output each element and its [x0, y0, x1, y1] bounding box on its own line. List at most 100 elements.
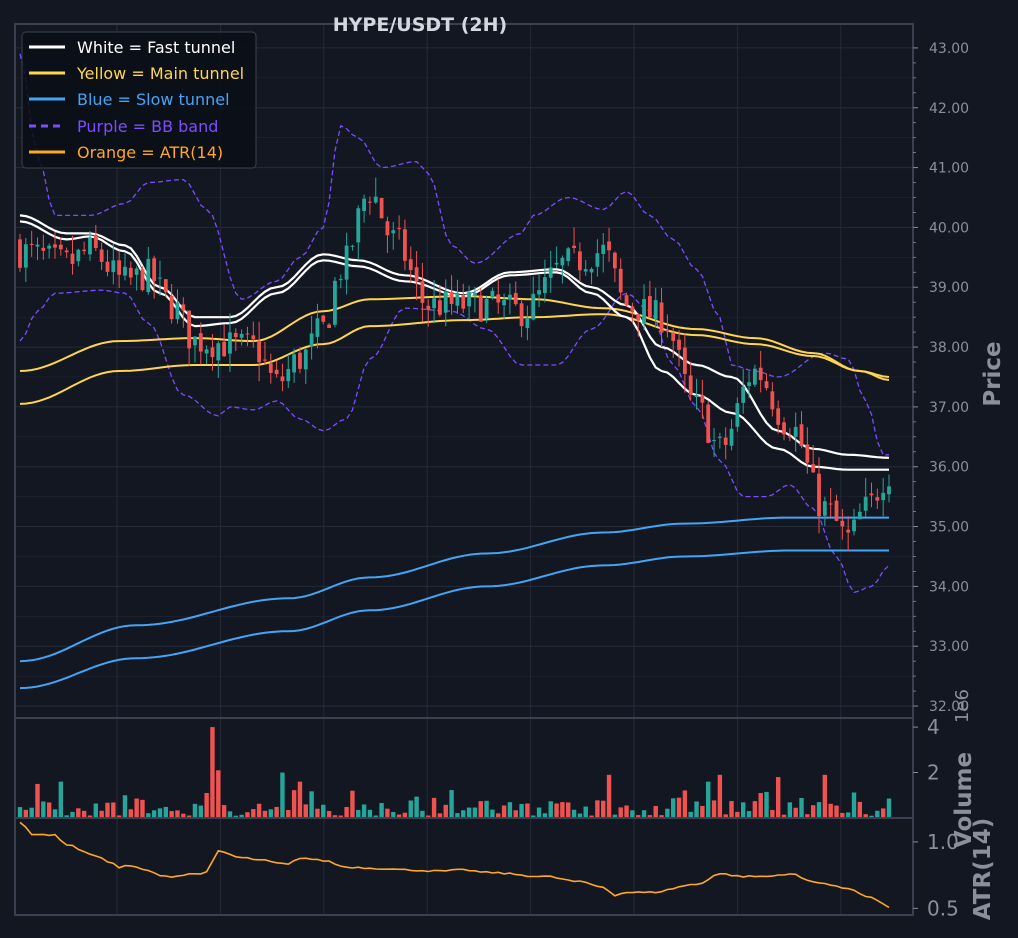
candle-body — [327, 324, 332, 328]
volume-bar — [245, 812, 250, 818]
volume-bar — [111, 802, 116, 818]
candle-body — [817, 473, 821, 517]
volume-bar — [169, 811, 174, 818]
legend-label-bb: Purple = BB band — [77, 117, 218, 136]
price-tick-label: 42.00 — [929, 101, 969, 117]
volume-bar — [857, 801, 863, 818]
volume-bar — [274, 806, 279, 818]
candle-body — [764, 381, 769, 389]
volume-scale-label: 1e6 — [952, 689, 973, 723]
volume-bar — [682, 790, 688, 818]
candle-body — [478, 295, 483, 322]
volume-bar — [361, 804, 367, 818]
volume-bar — [560, 802, 565, 818]
volume-bar — [834, 805, 839, 818]
volume-bar — [799, 798, 804, 818]
volume-bar — [216, 770, 221, 818]
candle-body — [758, 367, 763, 381]
volume-bar — [793, 807, 798, 818]
candle-body — [735, 403, 740, 427]
candle-body — [787, 436, 792, 438]
volume-bar — [641, 810, 647, 818]
candle-body — [403, 229, 407, 261]
candle-body — [537, 290, 541, 295]
volume-bar — [233, 815, 238, 818]
candle-body — [776, 408, 781, 425]
legend: White = Fast tunnel Yellow = Main tunnel… — [21, 31, 257, 169]
price-tick-label: 41.00 — [929, 161, 969, 177]
candle-body — [315, 318, 320, 337]
candle-body — [741, 386, 746, 403]
volume-bar — [501, 805, 507, 818]
volume-bar — [566, 802, 571, 818]
candle-body — [473, 292, 477, 295]
legend-label-slow: Blue = Slow tunnel — [77, 90, 230, 109]
volume-bar — [251, 809, 256, 818]
volume-bar — [851, 792, 857, 818]
volume-bar — [606, 774, 612, 818]
candle-body — [105, 261, 110, 272]
tunnel-lines — [19, 53, 890, 690]
candle-body — [292, 354, 297, 373]
price-tick-label: 37.00 — [929, 400, 969, 416]
volume-bar — [612, 814, 618, 818]
volume-bar — [636, 815, 641, 818]
volume-bar — [338, 815, 343, 818]
candle-body — [607, 241, 611, 251]
candle-body — [414, 267, 419, 282]
candle-body — [53, 244, 57, 248]
candle-body — [519, 303, 524, 327]
volume-bar — [542, 813, 548, 818]
candle-body — [793, 426, 798, 437]
volume-bar — [321, 804, 326, 818]
volume-bar — [688, 811, 693, 818]
volume-bar — [490, 809, 495, 818]
candle-body — [298, 352, 302, 369]
volume-bar — [671, 798, 676, 818]
volume-bar — [583, 806, 588, 818]
candle-body — [169, 295, 174, 320]
volume-bar — [46, 802, 52, 818]
volume-bar — [408, 800, 413, 818]
volume-bar — [781, 814, 787, 818]
volume-axis-label: Volume — [951, 752, 977, 848]
volume-bar — [140, 799, 145, 818]
volume-bar — [443, 804, 448, 818]
volume-bar — [787, 802, 793, 818]
volume-bar — [513, 810, 518, 818]
candle-body — [408, 259, 413, 271]
candle-body — [373, 196, 378, 203]
candle-body — [595, 253, 600, 267]
candle-body — [717, 436, 722, 438]
candle-body — [875, 497, 880, 501]
volume-bar — [828, 803, 833, 818]
candle-body — [385, 221, 390, 236]
candle-body — [577, 251, 582, 271]
candle-body — [216, 343, 221, 361]
volume-bar — [461, 810, 466, 818]
volume-tick-label: 2 — [927, 761, 940, 785]
atr-tick-label: 1.0 — [927, 830, 959, 854]
volume-bar — [414, 796, 419, 818]
candle-body — [630, 306, 635, 311]
volume-bar — [87, 815, 93, 818]
price-tick-label: 35.00 — [929, 520, 969, 536]
candle-body — [70, 253, 75, 264]
legend-item-main: Yellow = Main tunnel — [29, 64, 244, 83]
candle-body — [117, 260, 122, 275]
volume-bar — [391, 812, 396, 818]
candle-body — [887, 486, 891, 495]
volume-bar — [618, 807, 623, 818]
volume-bar — [886, 798, 892, 818]
legend-label-fast: White = Fast tunnel — [77, 38, 235, 57]
candle-body — [134, 268, 139, 275]
atr-tick-label: 0.5 — [927, 896, 959, 920]
volume-bar — [647, 815, 653, 818]
volume-bar — [93, 803, 99, 818]
volume-bar — [525, 803, 530, 818]
volume-bar — [548, 801, 553, 818]
volume-bar — [332, 815, 338, 818]
volume-bar — [571, 809, 577, 818]
candle-body — [618, 268, 623, 293]
chart-title: HYPE/USDT (2H) — [333, 14, 507, 36]
